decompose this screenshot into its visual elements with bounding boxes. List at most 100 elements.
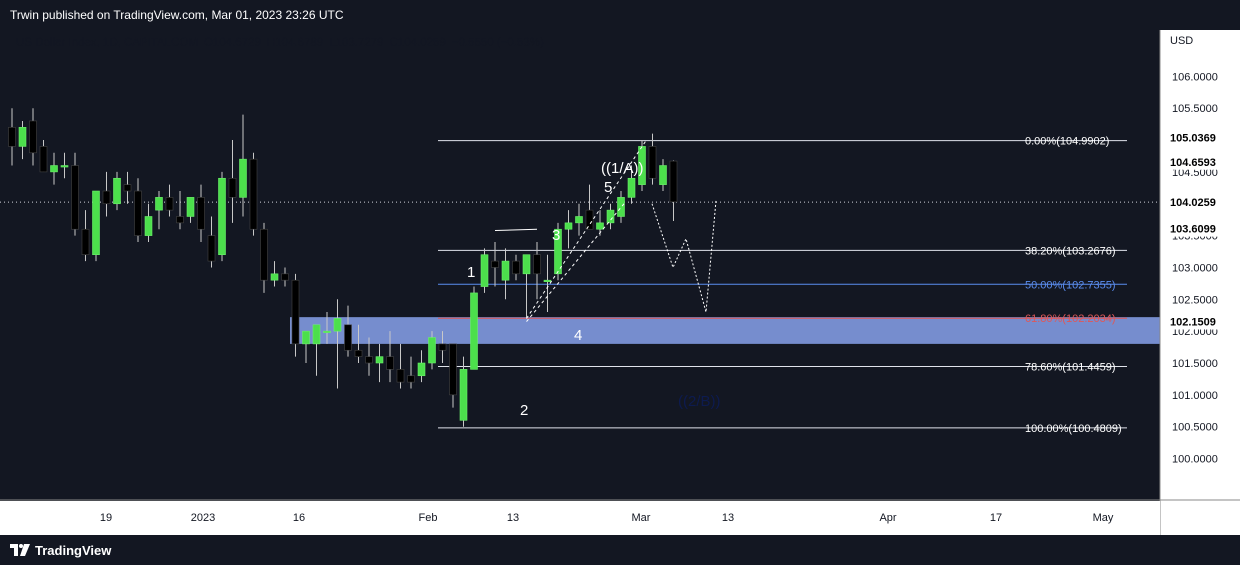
candle[interactable]	[249, 152, 258, 236]
y-tick-label: 106.0000	[1172, 71, 1218, 83]
candle[interactable]	[669, 160, 678, 221]
candle[interactable]	[239, 114, 247, 217]
candle[interactable]	[501, 248, 510, 300]
candle[interactable]	[29, 108, 37, 166]
candle-body-up	[218, 177, 226, 256]
candle[interactable]	[155, 191, 163, 230]
candle[interactable]	[228, 140, 237, 223]
candle[interactable]	[564, 210, 573, 249]
candle[interactable]	[522, 254, 531, 319]
candle[interactable]	[606, 203, 615, 230]
candle[interactable]	[533, 241, 541, 300]
candle[interactable]	[260, 222, 268, 293]
price-badge[interactable]: 103.6099	[1163, 220, 1223, 237]
candle[interactable]	[449, 343, 457, 408]
x-tick-label: 17	[990, 512, 1002, 524]
candle[interactable]	[144, 203, 153, 242]
candle-body-up	[113, 177, 121, 205]
candle-body-down	[291, 279, 300, 345]
tradingview-logo[interactable]: TradingView	[10, 541, 111, 559]
ohlc-high: H104.6789	[267, 37, 323, 49]
candle[interactable]	[71, 152, 79, 236]
fib-level-label: 38.20%(103.2676)	[1025, 245, 1116, 257]
candle[interactable]	[659, 159, 667, 192]
candle[interactable]	[543, 254, 552, 313]
candle[interactable]	[291, 273, 300, 357]
candle[interactable]	[81, 210, 90, 262]
price-badge-bg	[1163, 313, 1223, 330]
candle[interactable]	[8, 108, 16, 166]
candle[interactable]	[470, 286, 478, 370]
candle[interactable]	[165, 184, 174, 217]
candle[interactable]	[113, 171, 121, 211]
price-chart[interactable]: 0.00%(104.9902) 38.20%(103.2676) 50.00%(10…	[0, 30, 1240, 535]
price-badge[interactable]: 104.6593	[1163, 153, 1223, 170]
candle-body-down	[396, 369, 405, 383]
candle[interactable]	[627, 165, 636, 204]
candle[interactable]	[270, 261, 279, 287]
candle[interactable]	[375, 343, 384, 383]
candle[interactable]	[438, 331, 447, 363]
candle[interactable]	[407, 356, 415, 389]
candle[interactable]	[365, 337, 373, 376]
symbol-legend: US Dollar Index, 1D, CAPITALCOM O104.6729…	[16, 37, 544, 49]
candle-body-down	[407, 375, 415, 383]
candle[interactable]	[638, 140, 646, 192]
candle[interactable]	[596, 210, 604, 236]
candle-body-up	[144, 216, 153, 236]
price-badge[interactable]: 104.0259	[1163, 194, 1223, 211]
price-badge-text: 104.0259	[1170, 197, 1216, 209]
candle[interactable]	[585, 184, 594, 230]
candle[interactable]	[344, 305, 352, 357]
ohlc-open: O104.6729	[204, 37, 261, 49]
y-tick-label: 101.0000	[1172, 390, 1218, 402]
candle[interactable]	[428, 331, 436, 370]
candle[interactable]	[648, 133, 657, 185]
candle[interactable]	[302, 330, 310, 363]
candle-body-up	[522, 254, 531, 275]
candle[interactable]	[617, 191, 625, 223]
price-badge-text: 102.1509	[1170, 317, 1216, 329]
x-tick-label: 19	[100, 512, 112, 524]
candle[interactable]	[459, 356, 468, 427]
candle[interactable]	[512, 254, 520, 281]
candle[interactable]	[50, 152, 58, 185]
candle[interactable]	[281, 267, 289, 287]
candle[interactable]	[134, 178, 142, 242]
price-axis-panel[interactable]	[1160, 30, 1240, 535]
chart-area[interactable]: 0.00%(104.9902) 38.20%(103.2676) 50.00%(10…	[0, 30, 1240, 535]
candle[interactable]	[323, 312, 331, 344]
price-badge[interactable]: 102.1509	[1163, 313, 1223, 330]
candle-body-up	[155, 197, 163, 211]
candle[interactable]	[396, 343, 405, 389]
price-badge-bg	[1163, 153, 1223, 170]
candle[interactable]	[207, 216, 216, 268]
candle[interactable]	[312, 324, 321, 376]
candle[interactable]	[386, 331, 394, 383]
wave-projection-path	[651, 200, 717, 313]
candle[interactable]	[218, 171, 226, 262]
candle-body-down	[669, 160, 678, 203]
time-axis-panel[interactable]	[0, 501, 1160, 535]
candle[interactable]	[60, 152, 69, 179]
fib-level-label: 61.80%(102.2034)	[1025, 313, 1116, 325]
candle[interactable]	[92, 190, 100, 262]
candle[interactable]	[333, 299, 342, 389]
candle[interactable]	[176, 191, 184, 230]
candle[interactable]	[197, 184, 205, 242]
candle[interactable]	[417, 350, 426, 383]
wave-channel-lower	[526, 203, 625, 322]
candle[interactable]	[491, 241, 499, 287]
candle[interactable]	[186, 197, 195, 223]
candle[interactable]	[102, 171, 111, 217]
candle[interactable]	[554, 222, 562, 281]
candle[interactable]	[575, 203, 583, 236]
candle[interactable]	[354, 324, 363, 363]
wave-label-3: 3	[552, 227, 560, 244]
candle[interactable]	[39, 140, 48, 173]
price-badge[interactable]: 105.0369	[1163, 129, 1223, 146]
candle[interactable]	[123, 171, 132, 204]
candle[interactable]	[18, 120, 27, 160]
candle[interactable]	[480, 248, 489, 293]
ohlc-close: C104.0259	[390, 37, 446, 49]
